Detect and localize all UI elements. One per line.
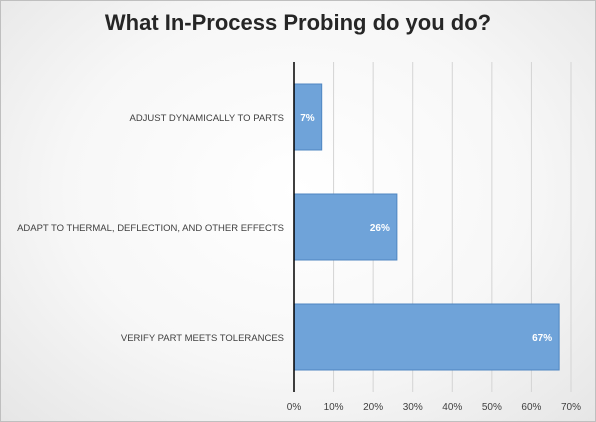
data-label: 26%	[370, 223, 390, 234]
data-label: 7%	[300, 113, 315, 124]
bar	[293, 303, 560, 371]
x-tick-label: 10%	[324, 402, 344, 413]
category-label: ADAPT TO THERMAL, DEFLECTION, AND OTHER …	[17, 223, 284, 234]
category-label: ADJUST DYNAMICALLY TO PARTS	[129, 113, 284, 124]
x-tick-label: 60%	[521, 402, 541, 413]
x-tick-label: 50%	[482, 402, 502, 413]
x-tick-label: 30%	[403, 402, 423, 413]
x-tick-label: 0%	[287, 402, 302, 413]
chart-title: What In-Process Probing do you do?	[104, 10, 492, 35]
category-label: VERIFY PART MEETS TOLERANCES	[121, 333, 284, 344]
x-tick-label: 40%	[442, 402, 462, 413]
data-label: 67%	[532, 333, 552, 344]
x-tick-label: 70%	[561, 402, 581, 413]
x-tick-label: 20%	[363, 402, 383, 413]
